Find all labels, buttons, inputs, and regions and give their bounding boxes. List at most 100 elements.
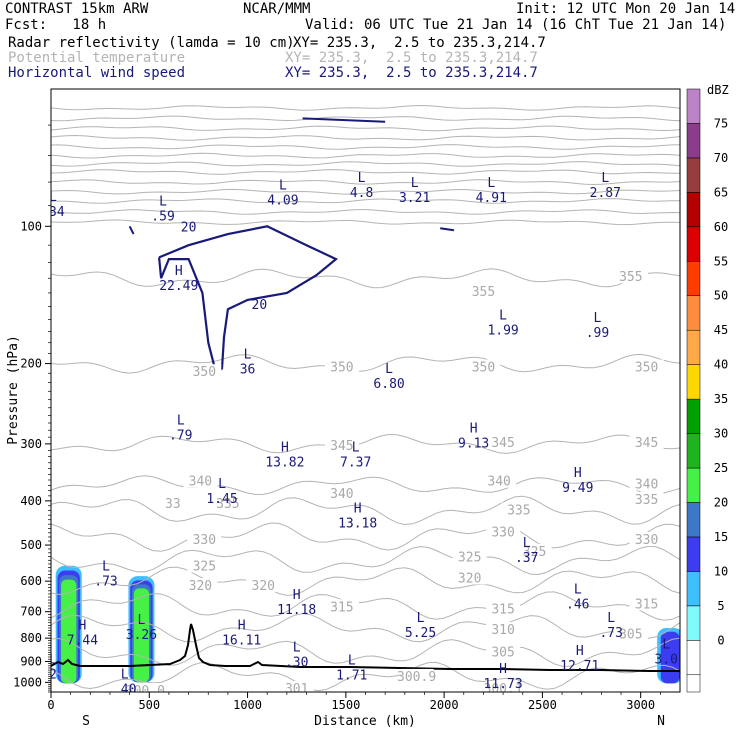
colorbar-swatch [686, 674, 701, 693]
wind-extremum-type: L [244, 348, 252, 363]
wind-extremum-type: H [79, 618, 87, 633]
wind-extremum-type: L [358, 171, 366, 186]
theta-label-bg [486, 524, 521, 539]
theta-label: 350 [635, 360, 658, 375]
theta-contour [51, 495, 680, 526]
wind-extremum-type: H [470, 421, 478, 436]
colorbar-swatch [686, 226, 701, 262]
wind-extremum-type: L [607, 611, 615, 626]
colorbar-swatch [686, 605, 701, 641]
wind-extremum-type: L [523, 536, 531, 551]
colorbar-tick-label: 35 [714, 392, 728, 406]
theta-label: 325 [458, 550, 481, 565]
theta-contour-layer [51, 104, 680, 692]
theta-label: 325 [193, 559, 216, 574]
wind-extremum-value: 13.18 [338, 516, 377, 531]
theta-label: 340 [487, 475, 510, 490]
x-tick-label: 2000 [430, 698, 459, 712]
theta-label-bg [183, 473, 218, 488]
theta-label: 345 [635, 436, 658, 451]
theta-contour [51, 161, 680, 167]
theta-label: 320 [458, 572, 481, 587]
theta-contour [51, 104, 680, 111]
theta-contour [51, 545, 680, 576]
wind-contour-label: 20 [181, 220, 197, 235]
theta-label: 310 [491, 623, 514, 638]
theta-contour [51, 522, 680, 552]
colorbar-tick-label: 5 [717, 599, 724, 613]
wind-extremum-type: L [279, 178, 287, 193]
x-axis-label: Distance (km) [314, 714, 416, 729]
wind-extremum-value: 3.21 [399, 191, 430, 206]
x-tick-label: 2500 [528, 698, 557, 712]
wind-extrema-labels: L.34L.59L4.09L4.8L3.21L4.91L2.87H22.49L1… [49, 171, 678, 692]
colorbar-swatch [686, 157, 701, 193]
wind-contour-label: 20 [252, 298, 268, 313]
colorbar-tick-label: 10 [714, 564, 728, 578]
theta-contour [51, 566, 680, 596]
theta-label-bg [486, 434, 521, 449]
plot-background [51, 89, 680, 692]
theta-label-bg [452, 549, 487, 564]
theta-label: 301 [285, 682, 308, 697]
theta-label-bg [324, 359, 359, 374]
theta-contour [51, 433, 680, 454]
colorbar-swatch [686, 640, 701, 676]
x-tick-label: 500 [138, 698, 160, 712]
theta-label: 350 [193, 365, 216, 380]
theta-label: 315 [491, 602, 514, 617]
wind-extremum-value: 11.73 [484, 677, 523, 692]
theta-label: 345 [330, 439, 353, 454]
wind-extremum-value: .30 [285, 656, 308, 671]
wind-extremum-value: 9.13 [458, 436, 489, 451]
model-title: CONTRAST 15km ARW [5, 1, 149, 17]
wind-extremum-value: 36 [240, 363, 256, 378]
reflectivity-layer [55, 565, 680, 684]
field-theta-name: Potential temperature [8, 50, 186, 66]
theta-label: 345 [491, 436, 514, 451]
colorbar-swatch [686, 261, 701, 296]
theta-label: 330 [193, 533, 216, 548]
y-tick-label: 1000 [13, 675, 42, 689]
y-tick-label: 300 [20, 437, 42, 451]
wind-extremum-value: 2 [49, 668, 57, 683]
wind-extremum-type: L [352, 441, 360, 456]
theta-contour [51, 134, 680, 141]
wind-extremum-value: 6.80 [373, 377, 404, 392]
wind-extremum-type: L [487, 176, 495, 191]
wind-extremum-value: .99 [586, 326, 609, 341]
theta-contour [51, 115, 680, 122]
colorbar-tick-label: 60 [714, 220, 728, 234]
init-time: Init: 12 UTC Mon 20 Jan 14 [516, 1, 736, 17]
org-label: NCAR/MMM [243, 1, 311, 17]
wind-extremum-value: 9.49 [562, 481, 593, 496]
theta-label: 325 [523, 545, 546, 560]
wind-extremum-value: 12.71 [560, 659, 599, 674]
wind-extremum-value: 4.09 [267, 193, 298, 208]
wind-extremum-value: 1.71 [336, 669, 367, 684]
theta-label: 305 [619, 628, 642, 643]
wind-extremum-type: L [385, 362, 393, 377]
wind-extremum-value: 3.0 [654, 652, 677, 667]
theta-label-bg [613, 269, 648, 284]
theta-label-bg [482, 473, 517, 488]
wind-contour-jet [158, 225, 339, 376]
theta-label-bg [324, 438, 359, 453]
theta-label: 350 [472, 360, 495, 375]
wind-extremum-value: 11.18 [277, 603, 316, 618]
theta-label: 350 [330, 360, 353, 375]
theta-label: 320 [189, 579, 212, 594]
wind-extremum-value: 2.87 [590, 186, 621, 201]
y-tick-label: 500 [20, 538, 42, 552]
x-tick-label: 1500 [331, 698, 360, 712]
wind-extremum-type: H [574, 466, 582, 481]
theta-contour [51, 188, 680, 195]
wind-extremum-value: 1.45 [206, 492, 237, 507]
theta-label-bg [187, 558, 222, 573]
theta-label-bg [629, 434, 664, 449]
theta-label-bg [324, 599, 359, 614]
colorbar-tick-label: 70 [714, 151, 728, 165]
colorbar: dBZ 0 5 10 15 20 25 30 35 40 45 50 55 60 65 70 75 [686, 83, 729, 693]
wind-extremum-type: L [662, 637, 670, 652]
